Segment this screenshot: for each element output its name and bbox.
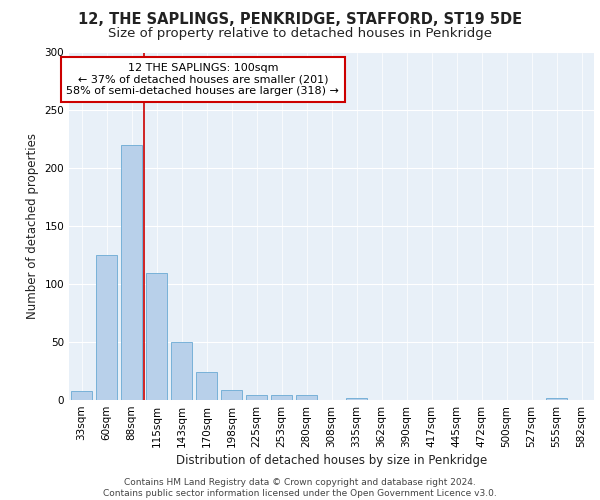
Bar	[121, 145, 142, 400]
Bar	[221, 390, 242, 400]
Text: Size of property relative to detached houses in Penkridge: Size of property relative to detached ho…	[108, 28, 492, 40]
Text: 12, THE SAPLINGS, PENKRIDGE, STAFFORD, ST19 5DE: 12, THE SAPLINGS, PENKRIDGE, STAFFORD, S…	[78, 12, 522, 28]
Bar	[296, 396, 317, 400]
Bar	[196, 372, 217, 400]
Y-axis label: Number of detached properties: Number of detached properties	[26, 133, 39, 320]
Bar	[171, 342, 192, 400]
Bar	[246, 396, 267, 400]
Bar	[546, 398, 567, 400]
Text: Contains HM Land Registry data © Crown copyright and database right 2024.
Contai: Contains HM Land Registry data © Crown c…	[103, 478, 497, 498]
X-axis label: Distribution of detached houses by size in Penkridge: Distribution of detached houses by size …	[176, 454, 487, 467]
Bar	[346, 398, 367, 400]
Bar	[71, 390, 92, 400]
Bar	[271, 396, 292, 400]
Bar	[146, 272, 167, 400]
Text: 12 THE SAPLINGS: 100sqm
← 37% of detached houses are smaller (201)
58% of semi-d: 12 THE SAPLINGS: 100sqm ← 37% of detache…	[67, 63, 340, 96]
Bar	[96, 255, 117, 400]
